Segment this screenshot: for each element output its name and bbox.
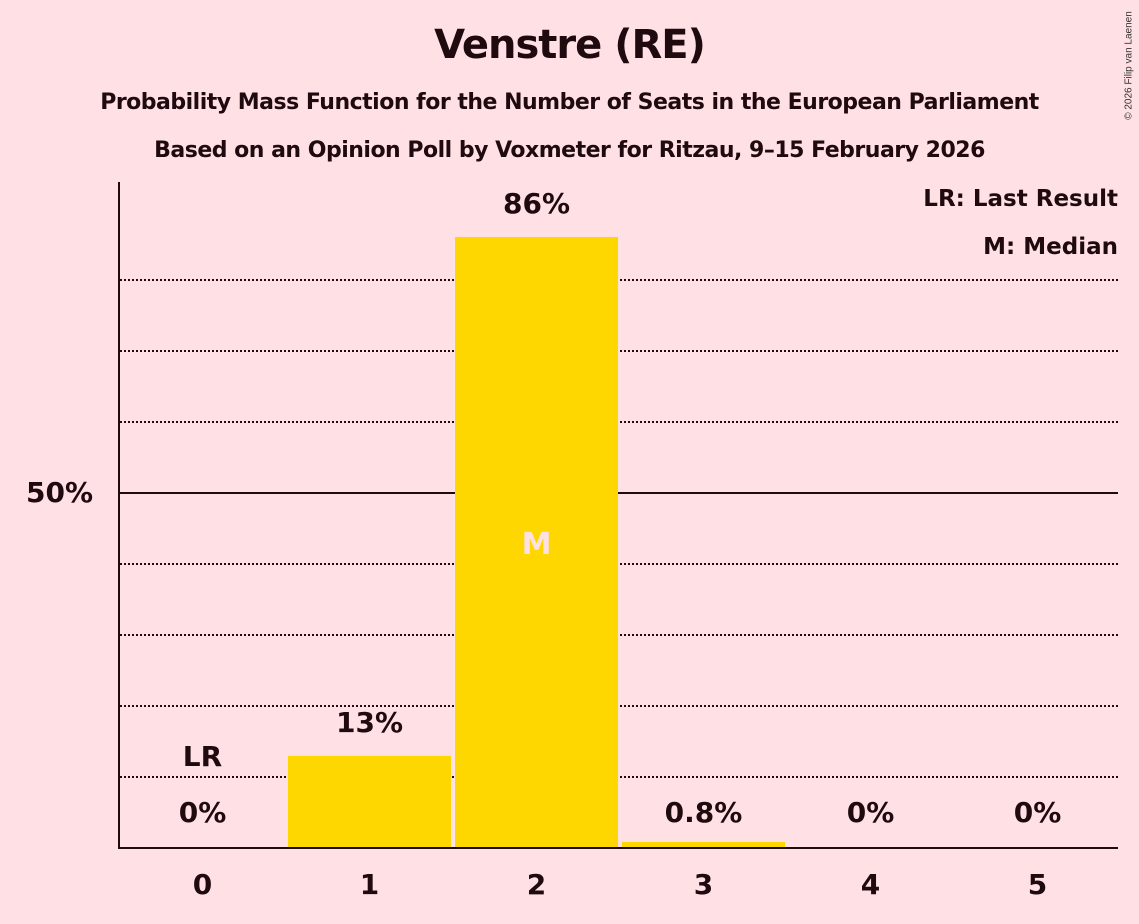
gridline-50 (120, 492, 1118, 494)
x-tick-4: 4 (860, 868, 881, 901)
x-tick-2: 2 (526, 868, 547, 901)
gridline-60 (120, 421, 1118, 423)
legend-last-result: LR: Last Result (923, 186, 1118, 212)
x-tick-3: 3 (693, 868, 714, 901)
gridline-10 (120, 776, 1118, 778)
chart-source: Based on an Opinion Poll by Voxmeter for… (154, 138, 985, 163)
bar-seats-1 (288, 755, 451, 848)
gridline-30 (120, 634, 1118, 636)
y-tick-50: 50% (26, 476, 94, 509)
bar-value-label: 0% (1013, 796, 1062, 829)
x-tick-0: 0 (192, 868, 213, 901)
x-tick-5: 5 (1027, 868, 1048, 901)
bar-value-label: 0.8% (664, 796, 743, 829)
bar-seats-3 (622, 842, 785, 848)
chart-subtitle: Probability Mass Function for the Number… (100, 90, 1039, 115)
gridline-20 (120, 705, 1118, 707)
bar-value-label: 0% (846, 796, 895, 829)
last-result-marker: LR (182, 740, 223, 773)
x-tick-1: 1 (359, 868, 380, 901)
chart-title: Venstre (RE) (434, 22, 706, 68)
bar-value-label: 0% (178, 796, 227, 829)
y-axis (118, 182, 120, 849)
x-axis (118, 847, 1118, 849)
bar-value-label: 13% (335, 705, 404, 739)
gridline-80 (120, 279, 1118, 281)
bar-value-label: 86% (502, 187, 571, 221)
gridline-70 (120, 350, 1118, 352)
legend-median: M: Median (983, 234, 1118, 260)
median-marker: M (521, 527, 552, 562)
bar-seats-2 (455, 237, 618, 848)
gridline-40 (120, 563, 1118, 565)
